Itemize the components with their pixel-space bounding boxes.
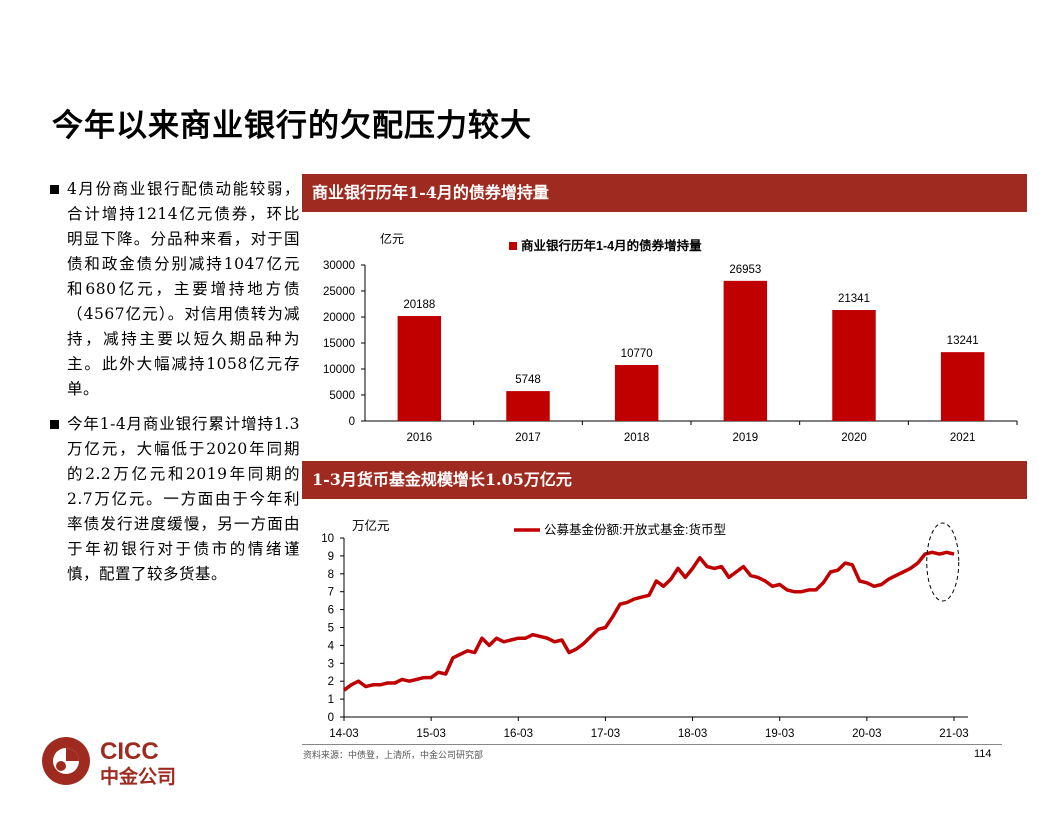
line-y-tick-label: 0 bbox=[328, 712, 334, 724]
bar-data-label: 5748 bbox=[515, 374, 541, 386]
bar-y-tick-label: 10000 bbox=[323, 364, 355, 376]
logo-chinese-text: 中金公司 bbox=[100, 765, 176, 788]
bullet-list: 4月份商业银行配债动能较弱，合计增持1214亿元债券，环比明显下降。分品种来看，… bbox=[50, 177, 300, 597]
highlight-ellipse bbox=[926, 522, 960, 602]
bar-legend-label: 商业银行历年1-4月的债券增持量 bbox=[521, 238, 702, 253]
line-y-tick-label: 2 bbox=[328, 676, 334, 688]
bar-data-label: 21341 bbox=[838, 293, 870, 305]
bar-x-tick-label: 2017 bbox=[515, 432, 541, 444]
line-y-tick-label: 8 bbox=[328, 569, 334, 581]
bullet-item: 4月份商业银行配债动能较弱，合计增持1214亿元债券，环比明显下降。分品种来看，… bbox=[50, 177, 300, 402]
bar-y-axis-unit: 亿元 bbox=[380, 231, 404, 246]
bar-2018 bbox=[614, 364, 659, 421]
bar-data-label: 10770 bbox=[621, 348, 653, 360]
line-x-tick-label: 20-03 bbox=[852, 728, 881, 740]
line-series bbox=[342, 550, 955, 692]
line-x-tick-label: 14-03 bbox=[329, 728, 358, 740]
line-y-tick-label: 4 bbox=[328, 640, 335, 652]
bar-2017 bbox=[506, 391, 550, 421]
line-y-tick-label: 9 bbox=[328, 551, 334, 563]
bar-y-tick-label: 5000 bbox=[329, 390, 355, 402]
bullet-item: 今年1-4月商业银行累计增持1.3万亿元，大幅低于2020年同期的2.2万亿元和… bbox=[50, 412, 300, 587]
line-y-axis-unit: 万亿元 bbox=[352, 518, 390, 533]
bar-data-label: 26953 bbox=[729, 264, 761, 276]
bar-y-tick-label: 25000 bbox=[323, 286, 355, 298]
bullet-square-icon bbox=[50, 420, 59, 429]
line-y-tick-label: 5 bbox=[328, 623, 334, 635]
bar-chart: 亿元 商业银行历年1-4月的债券增持量 0 5000 10000 15000 20000 25… bbox=[323, 231, 1018, 444]
bar-y-tick-label: 20000 bbox=[323, 312, 355, 324]
bar-x-tick-label: 2018 bbox=[624, 432, 650, 444]
logo-latin-text: CICC bbox=[100, 738, 159, 765]
bar-2019 bbox=[723, 280, 768, 421]
page-number: 114 bbox=[974, 748, 992, 760]
line-x-tick-label: 16-03 bbox=[504, 728, 533, 740]
bar-data-label: 13241 bbox=[947, 335, 979, 347]
line-x-tick-label: 15-03 bbox=[416, 728, 445, 740]
page-title: 今年以来商业银行的欠配压力较大 bbox=[52, 108, 532, 144]
bar-chart-panel-title: 商业银行历年1-4月的债券增持量 bbox=[302, 174, 1027, 212]
bar-y-tick-label: 30000 bbox=[323, 260, 355, 272]
line-y-tick-label: 7 bbox=[328, 587, 334, 599]
bar-y-tick-label: 0 bbox=[349, 416, 355, 428]
line-legend-label: 公募基金份额:开放式基金:货币型 bbox=[544, 522, 726, 537]
bar-x-tick-label: 2020 bbox=[841, 432, 867, 444]
bar-y-tick-label: 15000 bbox=[323, 338, 355, 350]
line-x-tick-label: 21-03 bbox=[939, 728, 968, 740]
bullet-text: 今年1-4月商业银行累计增持1.3万亿元，大幅低于2020年同期的2.2万亿元和… bbox=[67, 415, 300, 583]
line-y-tick-label: 1 bbox=[328, 694, 334, 706]
bar-legend-swatch bbox=[509, 242, 517, 250]
bar-x-tick-label: 2016 bbox=[407, 432, 433, 444]
line-y-tick-label: 6 bbox=[328, 605, 334, 617]
bar-2020 bbox=[832, 310, 876, 421]
line-chart-panel-title: 1-3月货币基金规模增长1.05万亿元 bbox=[302, 461, 1027, 499]
line-x-tick-label: 18-03 bbox=[678, 728, 707, 740]
bar-2016 bbox=[397, 316, 442, 421]
line-y-tick-label: 10 bbox=[321, 533, 334, 545]
line-x-tick-label: 17-03 bbox=[591, 728, 620, 740]
bullet-square-icon bbox=[50, 185, 59, 194]
footer-divider bbox=[302, 744, 1002, 745]
bar-data-label: 20188 bbox=[403, 299, 435, 311]
line-chart: 万亿元 公募基金份额:开放式基金:货币型 0 1 2 3 4 5 6 7 8 9 10 14-03 15-0… bbox=[321, 518, 969, 740]
bar-x-tick-label: 2021 bbox=[950, 432, 976, 444]
source-note: 资料来源：中债登，上清所，中金公司研究部 bbox=[303, 751, 484, 761]
cicc-logo: CICC 中金公司 bbox=[42, 737, 176, 788]
bar-x-tick-label: 2019 bbox=[733, 432, 759, 444]
bar-2021 bbox=[940, 352, 985, 421]
line-y-tick-label: 3 bbox=[328, 658, 334, 670]
line-x-tick-label: 19-03 bbox=[765, 728, 794, 740]
bullet-text: 4月份商业银行配债动能较弱，合计增持1214亿元债券，环比明显下降。分品种来看，… bbox=[67, 180, 300, 398]
